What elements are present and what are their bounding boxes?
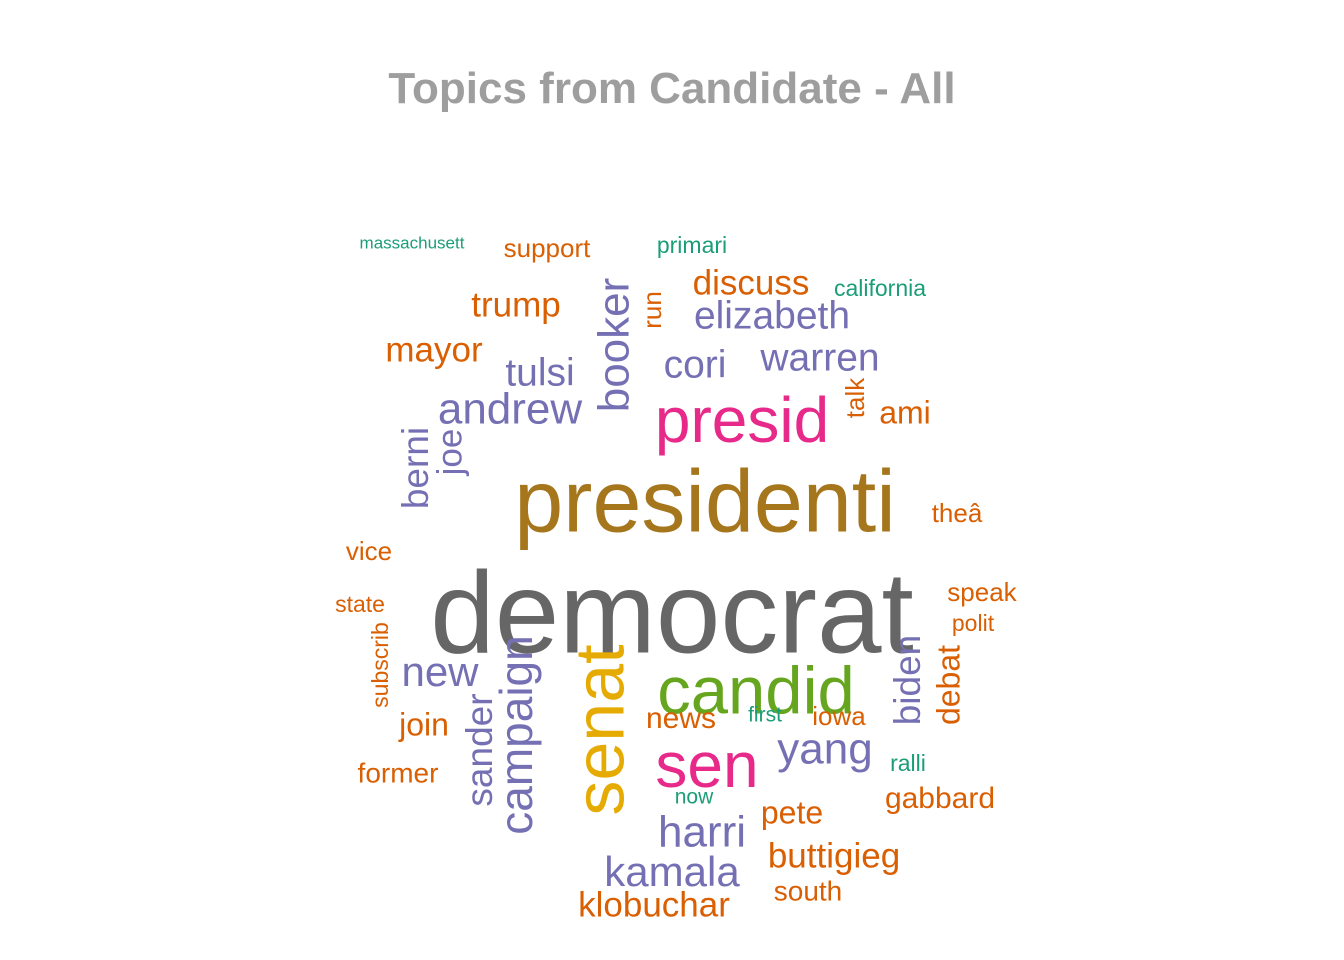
word-democrat: democrat bbox=[430, 548, 914, 678]
word-now: now bbox=[675, 786, 714, 809]
word-discuss: discuss bbox=[693, 263, 810, 302]
word-booker: booker bbox=[590, 278, 639, 413]
word-senat: senat bbox=[560, 644, 638, 815]
word-trump: trump bbox=[471, 285, 560, 324]
word-subscrib: subscrib bbox=[367, 622, 393, 708]
word-joe: joe bbox=[430, 429, 469, 477]
word-state: state bbox=[335, 591, 385, 617]
word-first: first bbox=[748, 704, 782, 727]
word-biden: biden bbox=[887, 635, 928, 726]
word-debat: debat bbox=[930, 645, 966, 725]
word-join: join bbox=[398, 706, 449, 742]
word-andrew: andrew bbox=[438, 385, 583, 434]
word-berni: berni bbox=[395, 427, 436, 509]
word-theâ: theâ bbox=[932, 498, 983, 528]
word-ami: ami bbox=[879, 394, 931, 430]
word-california: california bbox=[834, 275, 926, 301]
word-mayor: mayor bbox=[385, 330, 483, 369]
word-run: run bbox=[637, 291, 667, 329]
word-pete: pete bbox=[761, 794, 823, 830]
chart-title: Topics from Candidate - All bbox=[388, 64, 956, 113]
word-sen: sen bbox=[655, 729, 758, 801]
word-elizabeth: elizabeth bbox=[694, 294, 850, 337]
word-vice: vice bbox=[346, 536, 392, 566]
word-klobuchar: klobuchar bbox=[578, 885, 730, 924]
word-iowa: iowa bbox=[812, 701, 866, 731]
word-cori: cori bbox=[664, 343, 727, 386]
word-harri: harri bbox=[658, 808, 746, 857]
word-ralli: ralli bbox=[890, 750, 926, 776]
word-sander: sander bbox=[459, 693, 500, 806]
word-yang: yang bbox=[777, 725, 872, 774]
word-talk: talk bbox=[840, 377, 870, 418]
word-speak: speak bbox=[947, 577, 1017, 607]
word-support: support bbox=[504, 233, 591, 263]
word-buttigieg: buttigieg bbox=[768, 836, 900, 875]
word-primari: primari bbox=[657, 232, 727, 258]
word-massachusett: massachusett bbox=[360, 233, 465, 252]
word-new: new bbox=[401, 648, 479, 695]
word-news: news bbox=[646, 702, 716, 735]
word-polit: polit bbox=[952, 610, 995, 636]
word-gabbard: gabbard bbox=[885, 782, 995, 815]
word-south: south bbox=[774, 875, 843, 906]
word-candid: candid bbox=[657, 654, 854, 729]
word-kamala: kamala bbox=[604, 848, 740, 895]
word-presid: presid bbox=[655, 384, 829, 456]
word-warren: warren bbox=[759, 336, 879, 379]
word-campaign: campaign bbox=[490, 635, 542, 834]
word-former: former bbox=[358, 757, 439, 788]
word-tulsi: tulsi bbox=[505, 351, 574, 394]
word-presidenti: presidenti bbox=[514, 451, 896, 550]
